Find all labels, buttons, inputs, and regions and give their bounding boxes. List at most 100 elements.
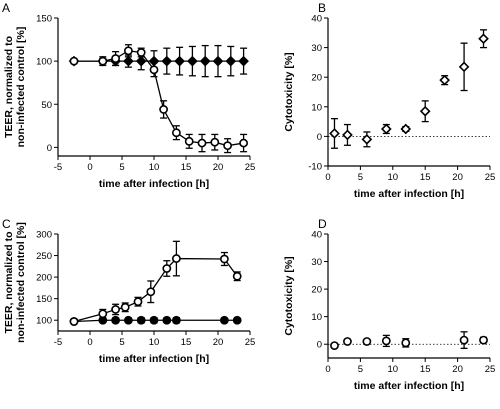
x-tick-label: 0 (325, 364, 330, 375)
data-point (225, 55, 237, 67)
panel-label: D (318, 217, 327, 231)
data-point (159, 105, 168, 114)
data-point (343, 337, 352, 346)
y-tick-label: 20 (311, 285, 322, 296)
x-tick-label: 0 (87, 162, 92, 173)
y-axis-title-line: Cytotoxicity [%] (283, 52, 295, 131)
x-tick-label: 5 (119, 337, 124, 348)
x-tick-label: 20 (213, 337, 224, 348)
data-point (362, 337, 372, 346)
data-point (212, 55, 224, 67)
y-tick-label: 300 (36, 230, 52, 241)
y-axis-title-line: TEER, normalized to (3, 231, 15, 333)
data-point (161, 55, 173, 67)
x-tick-label: 0 (87, 337, 92, 348)
y-axis-title-line: TEER, normalized to (3, 36, 15, 138)
data-point (136, 48, 146, 57)
x-tick-label: 5 (358, 172, 363, 183)
data-point (111, 54, 120, 63)
x-tick-label: 20 (213, 162, 224, 173)
y-tick-label: 100 (36, 57, 52, 68)
data-point (149, 315, 159, 325)
y-tick-label: 40 (311, 14, 322, 25)
data-point (232, 315, 242, 325)
x-tick-label: -5 (54, 337, 62, 348)
y-tick-label: -10 (308, 162, 322, 173)
y-tick-label: 100 (36, 316, 52, 327)
x-axis-title: time after infection [h] (354, 188, 464, 200)
x-tick-label: 20 (452, 364, 463, 375)
data-point (219, 315, 229, 325)
series-1 (329, 29, 489, 149)
y-tick-label: 0 (47, 143, 52, 154)
data-point (329, 128, 340, 139)
y-tick-label: 50 (41, 100, 52, 111)
data-point (98, 56, 108, 66)
x-tick-label: 10 (388, 172, 399, 183)
x-tick-label: 15 (420, 364, 431, 375)
data-point (184, 136, 194, 146)
y-tick-label: 10 (311, 312, 322, 323)
series-line (73, 319, 238, 323)
y-tick-label: 30 (311, 43, 322, 54)
y-axis-title-line: Cytotoxicity [%] (283, 256, 295, 335)
data-point (146, 287, 156, 297)
data-point (419, 105, 431, 117)
data-point (171, 128, 181, 138)
data-point (238, 55, 249, 67)
x-tick-label: 10 (388, 364, 399, 375)
y-axis-title-line: non-infected control [%] (15, 27, 27, 148)
x-tick-label: 10 (149, 337, 160, 348)
data-point (342, 129, 353, 141)
data-point (380, 123, 392, 135)
x-axis-title: time after infection [h] (354, 380, 464, 392)
data-point (459, 335, 469, 345)
x-tick-label: 15 (420, 172, 431, 183)
x-tick-label: 15 (181, 162, 192, 173)
x-tick-label: 25 (245, 337, 256, 348)
data-point (174, 55, 185, 67)
data-point (162, 315, 172, 325)
x-tick-label: 25 (485, 364, 496, 375)
y-axis-title: TEER, normalized tonon-infected control … (3, 27, 27, 148)
y-tick-label: 0 (317, 340, 322, 351)
x-tick-label: 0 (325, 172, 330, 183)
data-point (123, 55, 134, 67)
series-1 (330, 331, 488, 350)
data-point (69, 56, 79, 66)
x-axis-title: time after infection [h] (99, 353, 209, 365)
y-tick-label: 0 (317, 132, 322, 143)
y-tick-label: 30 (311, 257, 322, 268)
y-axis-title-line: non-infected control [%] (15, 222, 27, 343)
data-point (439, 74, 450, 86)
data-point (123, 46, 133, 56)
panel-D: D 0 10 20 30 40 0 5 10 15 20 25 time after infection… (283, 217, 495, 392)
data-point (187, 55, 198, 67)
data-point (239, 138, 248, 148)
data-point (123, 315, 133, 325)
y-tick-label: 40 (311, 230, 322, 241)
data-point (199, 55, 211, 67)
data-point (219, 254, 229, 264)
y-axis-title: Cytotoxicity [%] (283, 256, 295, 335)
y-axis-title: Cytotoxicity [%] (283, 52, 295, 131)
data-point (400, 123, 412, 135)
x-tick-label: 5 (119, 162, 124, 173)
data-point (330, 341, 339, 350)
data-point (458, 61, 470, 73)
data-point (381, 336, 391, 346)
data-point (171, 254, 181, 263)
data-point (479, 335, 488, 345)
data-point (136, 315, 146, 325)
y-tick-label: 250 (36, 251, 52, 262)
data-point (210, 137, 220, 147)
y-tick-label: 200 (36, 273, 52, 284)
series-1 (69, 315, 242, 326)
y-tick-label: 20 (311, 73, 322, 84)
series-2 (69, 44, 248, 154)
data-point (133, 297, 143, 307)
